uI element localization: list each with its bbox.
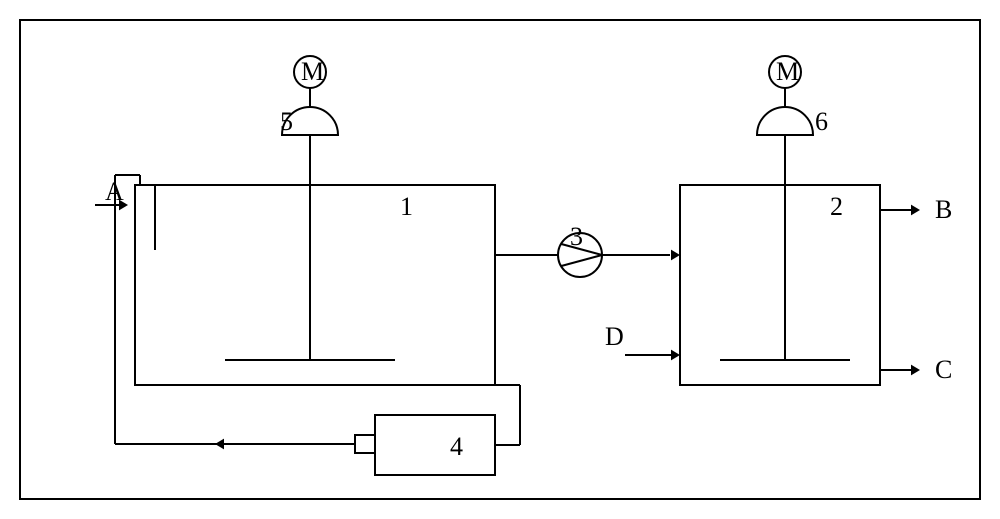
label-B: B xyxy=(935,195,952,224)
label-3: 3 xyxy=(570,222,583,251)
label-1: 1 xyxy=(400,192,413,221)
box-4-port xyxy=(355,435,375,453)
label-5: 5 xyxy=(280,107,293,136)
motor-2-label: M xyxy=(776,57,799,86)
label-6: 6 xyxy=(815,107,828,136)
outer-frame xyxy=(20,20,980,499)
tank-1 xyxy=(135,185,495,385)
tank-2 xyxy=(680,185,880,385)
label-4: 4 xyxy=(450,432,463,461)
box-4 xyxy=(375,415,495,475)
label-2: 2 xyxy=(830,192,843,221)
label-C: C xyxy=(935,355,952,384)
motor-2-dome xyxy=(757,107,813,135)
label-D: D xyxy=(605,322,624,351)
label-A: A xyxy=(105,177,124,206)
motor-1-label: M xyxy=(301,57,324,86)
